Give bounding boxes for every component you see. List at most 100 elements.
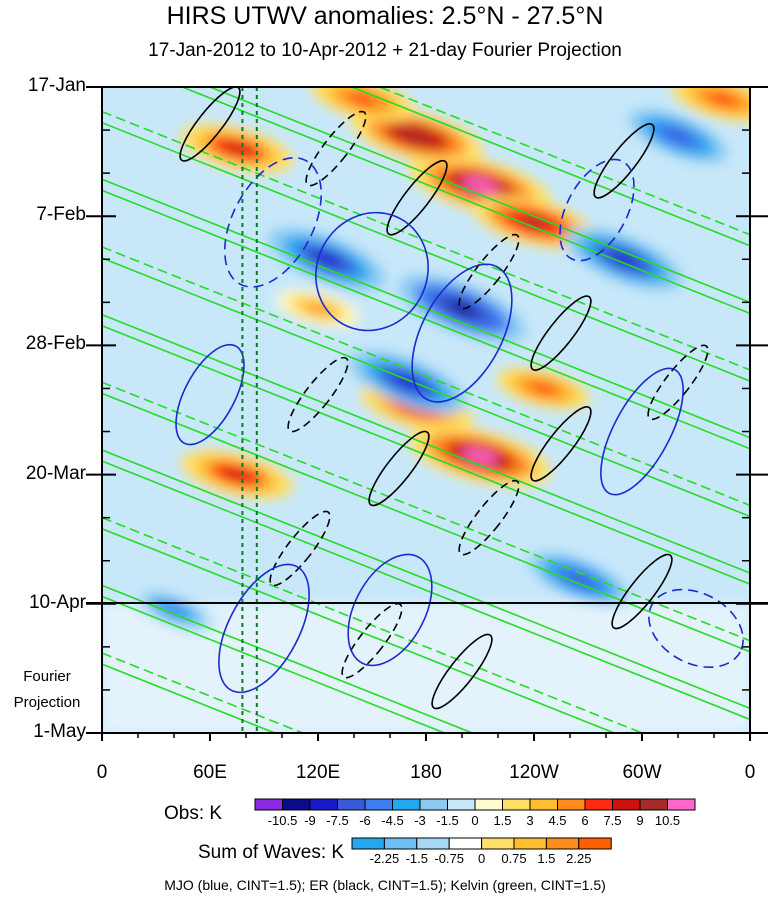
kelvin-contour	[102, 381, 750, 642]
kelvin-contour	[207, 87, 750, 304]
colorbar-swatch	[309, 798, 338, 811]
er-contour	[530, 406, 592, 482]
colorbar-tick-label: 3	[526, 813, 534, 828]
er-contour	[611, 553, 673, 630]
colorbar-tick-label: -3	[414, 813, 426, 828]
mjo-contour	[648, 588, 744, 669]
colorbar-swatch	[612, 798, 641, 811]
colorbar-swatch	[481, 837, 515, 850]
colorbar-tick-label: 1.5	[493, 813, 512, 828]
colorbar-tick-label: 9	[636, 813, 644, 828]
colorbar-swatch	[383, 837, 418, 850]
anomaly-min	[609, 251, 639, 268]
er-contour	[368, 430, 430, 507]
kelvin-contour	[102, 246, 750, 507]
anomaly-max	[462, 448, 498, 464]
er-contour	[269, 510, 331, 587]
kelvin-contour	[102, 516, 645, 733]
x-tick-label: 180	[410, 762, 442, 783]
chart-subtitle: 17-Jan-2012 to 10-Apr-2012 + 21-day Four…	[148, 40, 622, 61]
er-contour	[287, 356, 349, 433]
kelvin-contour	[102, 663, 277, 733]
er-contour	[593, 123, 655, 199]
mjo-contour	[315, 211, 429, 332]
mjo-contour	[175, 343, 245, 446]
kelvin-contour	[102, 595, 447, 733]
anomaly-max	[531, 383, 555, 394]
kelvin-contour	[102, 392, 750, 653]
mjo-contour	[218, 563, 310, 694]
colorbar-swatch	[419, 798, 448, 811]
colorbar-tick-label: 0.75	[501, 851, 527, 866]
x-tick-label: 0	[744, 762, 756, 783]
colorbar-swatch	[474, 798, 503, 811]
mjo-contour	[347, 553, 433, 667]
wave-contours	[102, 87, 750, 733]
colorbar-swatch	[639, 798, 668, 811]
colorbar-swatch	[392, 798, 421, 811]
anomaly-min	[446, 300, 478, 317]
x-tick-label: 60E	[193, 762, 227, 783]
colorbar-swatch	[578, 837, 612, 850]
kelvin-contour	[102, 449, 750, 710]
colorbar-tick-label: 4.5	[548, 813, 567, 828]
colorbar-tick-label: 10.5	[654, 813, 681, 828]
colorbar-tick-label: -4.5	[381, 813, 404, 828]
kelvin-contour	[102, 324, 750, 585]
colorbar-swatch	[416, 837, 450, 850]
colorbar-tick-label: -6	[359, 813, 371, 828]
x-tick-label: 120W	[509, 762, 559, 783]
colorbar-swatch	[584, 798, 613, 811]
mjo-contour	[600, 367, 684, 496]
y-tick-label: 7-Feb	[36, 204, 86, 226]
colorbar-swatch	[447, 798, 476, 811]
anomaly-field	[102, 87, 750, 733]
kelvin-contour	[102, 460, 750, 721]
x-tick-label: 60W	[622, 762, 662, 783]
er-contour	[386, 159, 448, 236]
kelvin-contour	[102, 257, 750, 518]
anomaly-max	[400, 129, 434, 144]
anomaly-max	[222, 468, 252, 481]
kelvin-contour	[102, 313, 750, 574]
x-tick-label: 120E	[295, 762, 341, 783]
colorbar-swatch	[557, 798, 586, 811]
colorbar-swatch	[254, 798, 283, 811]
obs-colorbar	[254, 798, 696, 811]
anomaly-max	[222, 142, 252, 155]
colorbar-swatch	[337, 798, 366, 811]
colorbar-tick-label: -2.25	[369, 851, 400, 866]
anomaly-min	[566, 572, 592, 586]
reference-lines	[241, 87, 258, 733]
kelvin-contour	[180, 87, 750, 315]
mjo-contour	[223, 156, 323, 288]
colorbar-swatch	[529, 798, 558, 811]
colorbar-swatch	[351, 837, 385, 850]
colorbar-tick-label: -9	[304, 813, 316, 828]
waves-colorbar	[351, 837, 612, 850]
er-contour	[341, 602, 403, 679]
fourier-label-line1: Fourier	[23, 668, 71, 685]
colorbar-tick-label: 1.5	[537, 851, 556, 866]
kelvin-contour	[102, 178, 750, 439]
kelvin-contour	[102, 527, 617, 733]
colorbar-tick-label: -0.75	[434, 851, 464, 866]
plot-area	[86, 86, 768, 741]
y-tick-label: 10-Apr	[28, 591, 86, 613]
obs-colorbar-title: Obs: K	[164, 803, 223, 824]
er-contour	[647, 344, 709, 421]
er-contour	[458, 479, 520, 556]
anomaly-max	[350, 93, 376, 105]
axis-ticks	[86, 86, 768, 741]
kelvin-contour	[102, 110, 750, 371]
colorbar-swatch	[545, 837, 580, 850]
kelvin-contour	[102, 189, 750, 450]
kelvin-contour	[349, 87, 750, 247]
kelvin-contour	[102, 584, 475, 733]
colorbar-tick-label: -10.5	[267, 813, 298, 828]
colorbar-tick-label: -1.5	[405, 851, 428, 866]
colorbar-tick-label: 6	[581, 813, 589, 828]
mjo-contour	[411, 263, 513, 403]
colorbar-tick-label: 2.25	[566, 851, 592, 866]
